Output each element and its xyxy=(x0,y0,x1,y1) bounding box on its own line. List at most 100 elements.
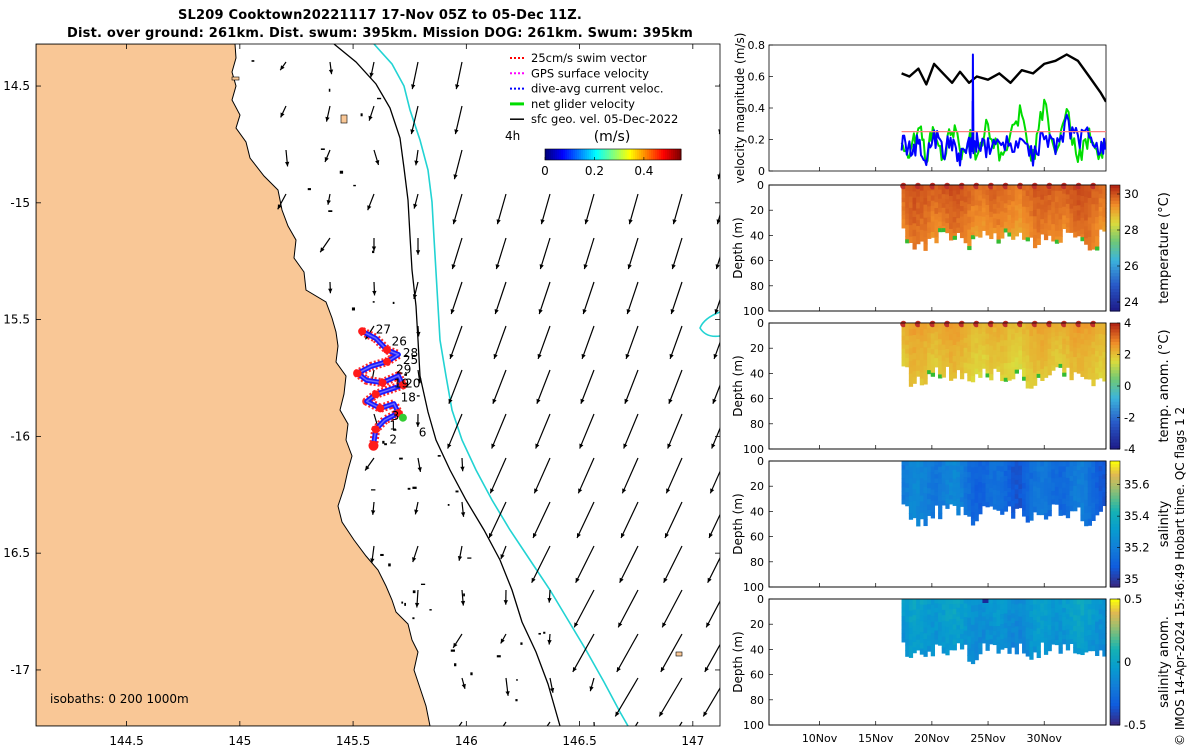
section-cell xyxy=(1003,471,1009,477)
section-cell xyxy=(1084,323,1089,330)
section-cell xyxy=(978,637,983,644)
section-cell xyxy=(1065,203,1071,210)
section-cell xyxy=(1014,503,1019,509)
section-cell xyxy=(978,185,983,191)
section-cell xyxy=(959,200,965,207)
velocity-arrowhead xyxy=(496,219,501,225)
section-cell xyxy=(1098,328,1103,335)
section-cell xyxy=(916,609,921,615)
section-cell xyxy=(934,336,939,342)
section-cell xyxy=(1029,629,1034,636)
section-cell xyxy=(934,327,939,333)
section-cell xyxy=(949,334,954,341)
section-cell xyxy=(1087,635,1092,641)
reef-mark xyxy=(351,307,355,311)
section-cell xyxy=(1043,228,1049,235)
section-cell xyxy=(923,467,928,475)
section-cell xyxy=(1058,604,1063,611)
section-cell xyxy=(1036,503,1041,510)
colorbar-cell xyxy=(547,149,550,160)
section-cell xyxy=(1047,354,1052,360)
map-x-tick-label: 147 xyxy=(681,734,704,748)
velocity-arrowhead xyxy=(414,160,419,166)
section-cell xyxy=(952,323,957,330)
section-cell xyxy=(1036,355,1041,361)
section-colorbar-tick-label: -4 xyxy=(1124,442,1135,456)
section-cell xyxy=(919,626,925,633)
section-cell xyxy=(1022,625,1027,632)
velocity-arrow xyxy=(714,297,720,315)
section-cell xyxy=(981,607,987,613)
section-cell xyxy=(1047,348,1052,355)
section-cell xyxy=(1062,189,1067,195)
section-cell xyxy=(1076,479,1082,485)
velocity-arrow xyxy=(575,545,595,583)
track-day-label: 28 xyxy=(403,346,418,360)
section-cell xyxy=(978,221,983,228)
map-x-tick-label: 146 xyxy=(455,734,478,748)
velocity-arrowhead xyxy=(500,554,505,560)
section-cell xyxy=(1080,339,1085,345)
section-cell xyxy=(1062,471,1067,478)
colorbar-cell xyxy=(609,149,612,160)
section-cell xyxy=(1043,323,1049,330)
velocity-arrowhead xyxy=(572,666,577,672)
section-cell xyxy=(1007,323,1012,330)
section-cell xyxy=(912,204,917,212)
section-cell xyxy=(905,496,910,502)
section-cell xyxy=(978,226,983,233)
section-cell xyxy=(1076,497,1082,503)
section-cell xyxy=(978,216,983,223)
section-cell xyxy=(941,371,946,378)
section-cell xyxy=(963,509,968,516)
map-x-tick-label: 144.5 xyxy=(109,734,143,748)
section-cell xyxy=(992,323,998,329)
section-bottom-cell xyxy=(1058,363,1063,368)
section-cell xyxy=(938,631,943,637)
section-cell xyxy=(1087,619,1092,626)
section-cell xyxy=(930,616,936,623)
section-cell xyxy=(930,354,936,361)
section-frame-outline xyxy=(768,598,1107,726)
section-cell xyxy=(1058,336,1063,341)
section-cell xyxy=(1022,222,1027,229)
section-cell xyxy=(1011,339,1016,346)
section-cell xyxy=(945,344,950,350)
section-cell xyxy=(1025,650,1030,657)
section-cell xyxy=(923,224,928,232)
section-cell xyxy=(970,352,976,359)
section-cell xyxy=(956,607,961,613)
section-colorbar-cell xyxy=(1110,577,1120,582)
section-cell xyxy=(989,483,994,489)
section-cell xyxy=(1098,202,1103,208)
section-cell xyxy=(1000,639,1005,645)
colorbar-cell xyxy=(673,149,676,160)
velocity-arrowhead xyxy=(417,467,422,472)
section-cell xyxy=(1003,628,1009,634)
colorbar-cell xyxy=(565,149,568,160)
section-cell xyxy=(974,508,979,516)
section-cell xyxy=(1098,333,1103,341)
section-cell xyxy=(1095,356,1100,363)
section-cell xyxy=(1025,381,1030,389)
section-cell xyxy=(970,211,976,218)
section-cell xyxy=(1054,219,1060,226)
section-colorbar-cell xyxy=(1110,558,1120,563)
section-cell xyxy=(1102,221,1107,227)
section-cell xyxy=(978,350,983,357)
section-cell xyxy=(959,206,965,212)
section-cell xyxy=(974,617,979,624)
section-cell xyxy=(1054,190,1060,198)
section-cell xyxy=(919,599,925,606)
section-cell xyxy=(945,484,950,490)
section-cell xyxy=(1084,480,1089,488)
section-cell xyxy=(1102,610,1107,617)
velocity-arrowhead xyxy=(547,639,552,645)
section-cell xyxy=(989,345,994,352)
section-cell xyxy=(978,231,983,238)
section-cell xyxy=(912,636,917,643)
section-cell xyxy=(1018,213,1023,219)
section-cell xyxy=(1047,609,1052,616)
section-cell xyxy=(1051,612,1056,618)
section-cell xyxy=(1000,200,1005,207)
